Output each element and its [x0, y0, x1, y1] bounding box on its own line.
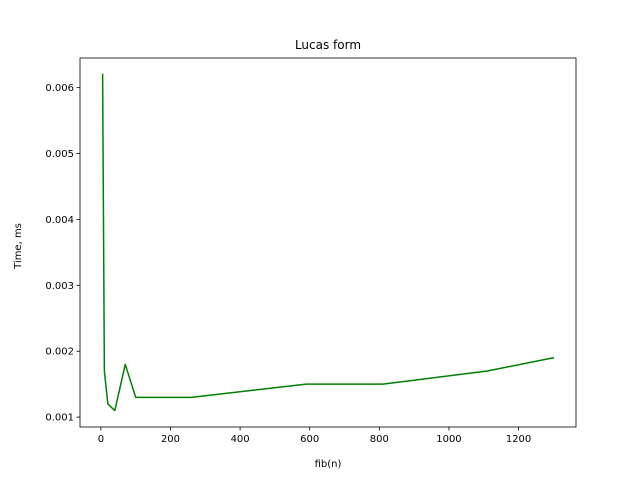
x-tick-label: 0 — [98, 434, 104, 445]
chart-title: Lucas form — [295, 38, 361, 52]
y-axis-label: Time, ms — [13, 223, 24, 270]
x-axis-label: fib(n) — [315, 459, 342, 470]
y-tick-label: 0.001 — [45, 413, 74, 424]
y-tick-label: 0.003 — [45, 281, 74, 292]
x-tick-label: 600 — [300, 434, 319, 445]
x-tick-label: 800 — [370, 434, 389, 445]
plot-area: 0 200 400 600 800 1000 1200 0.001 0.002 0.003 0.00… — [45, 57, 577, 445]
x-tick-label: 200 — [161, 434, 180, 445]
plot-frame — [79, 57, 577, 428]
x-tick-label: 1200 — [506, 434, 531, 445]
y-tick-label: 0.004 — [45, 215, 74, 226]
series-line-0 — [101, 73, 555, 412]
x-tick-label: 400 — [231, 434, 250, 445]
y-tick-label: 0.002 — [45, 347, 74, 358]
y-tick-label: 0.006 — [45, 83, 74, 94]
x-tick-label: 1000 — [436, 434, 461, 445]
y-tick-label: 0.005 — [45, 149, 74, 160]
